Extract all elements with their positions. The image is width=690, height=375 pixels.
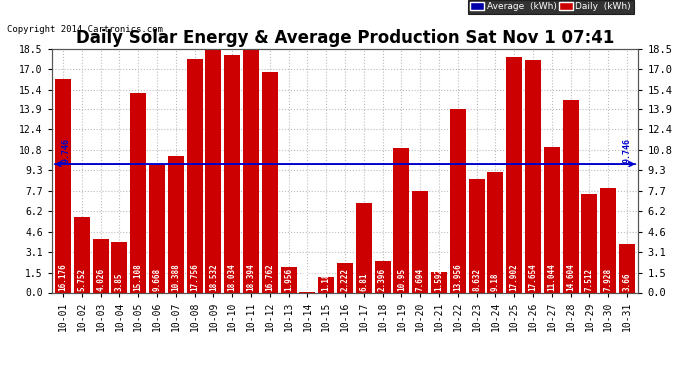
Bar: [168, 156, 184, 292]
Title: Daily Solar Energy & Average Production Sat Nov 1 07:41: Daily Solar Energy & Average Production …: [76, 29, 614, 47]
Bar: [318, 277, 334, 292]
Text: 15.108: 15.108: [134, 263, 143, 291]
Text: 3.85: 3.85: [115, 272, 124, 291]
Text: 10.388: 10.388: [171, 263, 180, 291]
Text: 9.746: 9.746: [61, 138, 70, 163]
Bar: [562, 100, 579, 292]
Text: 2.396: 2.396: [378, 267, 387, 291]
Text: 18.532: 18.532: [209, 263, 218, 291]
Bar: [525, 60, 541, 292]
Text: 13.956: 13.956: [453, 263, 462, 291]
Text: 16.176: 16.176: [59, 263, 68, 291]
Text: 1.184: 1.184: [322, 267, 331, 291]
Text: 11.044: 11.044: [547, 263, 556, 291]
Legend: Average  (kWh), Daily  (kWh): Average (kWh), Daily (kWh): [468, 0, 633, 14]
Text: 9.668: 9.668: [152, 267, 161, 291]
Text: 2.222: 2.222: [340, 267, 350, 291]
Text: 18.394: 18.394: [246, 263, 255, 291]
Text: 17.902: 17.902: [510, 263, 519, 291]
Bar: [74, 217, 90, 292]
Bar: [356, 203, 372, 292]
Bar: [375, 261, 391, 292]
Bar: [544, 147, 560, 292]
Text: 7.694: 7.694: [415, 267, 424, 291]
Text: 8.632: 8.632: [472, 267, 481, 291]
Bar: [206, 48, 221, 292]
Bar: [431, 272, 447, 292]
Bar: [337, 263, 353, 292]
Text: 0.016: 0.016: [303, 267, 312, 291]
Text: 10.95: 10.95: [397, 267, 406, 291]
Bar: [224, 55, 240, 292]
Text: 7.928: 7.928: [604, 267, 613, 291]
Text: 7.512: 7.512: [585, 267, 594, 291]
Text: 16.762: 16.762: [266, 263, 275, 291]
Bar: [281, 267, 297, 292]
Text: 17.756: 17.756: [190, 263, 199, 291]
Text: 14.604: 14.604: [566, 263, 575, 291]
Bar: [149, 165, 165, 292]
Bar: [55, 80, 71, 292]
Bar: [487, 171, 504, 292]
Bar: [450, 109, 466, 292]
Text: 9.746: 9.746: [622, 138, 631, 163]
Text: 3.66: 3.66: [622, 272, 631, 291]
Bar: [243, 50, 259, 292]
Bar: [111, 242, 128, 292]
Text: 6.81: 6.81: [359, 272, 368, 291]
Bar: [92, 240, 108, 292]
Bar: [469, 179, 484, 292]
Bar: [262, 72, 278, 292]
Text: 5.752: 5.752: [77, 267, 86, 291]
Bar: [186, 58, 203, 292]
Text: 17.654: 17.654: [529, 263, 538, 291]
Text: Copyright 2014 Cartronics.com: Copyright 2014 Cartronics.com: [7, 25, 163, 34]
Bar: [582, 194, 598, 292]
Bar: [600, 188, 616, 292]
Bar: [619, 244, 635, 292]
Bar: [412, 191, 428, 292]
Text: 4.026: 4.026: [96, 267, 105, 291]
Bar: [506, 57, 522, 292]
Text: 9.18: 9.18: [491, 272, 500, 291]
Bar: [393, 148, 409, 292]
Text: 1.956: 1.956: [284, 267, 293, 291]
Bar: [130, 93, 146, 292]
Text: 18.034: 18.034: [228, 263, 237, 291]
Text: 1.592: 1.592: [435, 267, 444, 291]
